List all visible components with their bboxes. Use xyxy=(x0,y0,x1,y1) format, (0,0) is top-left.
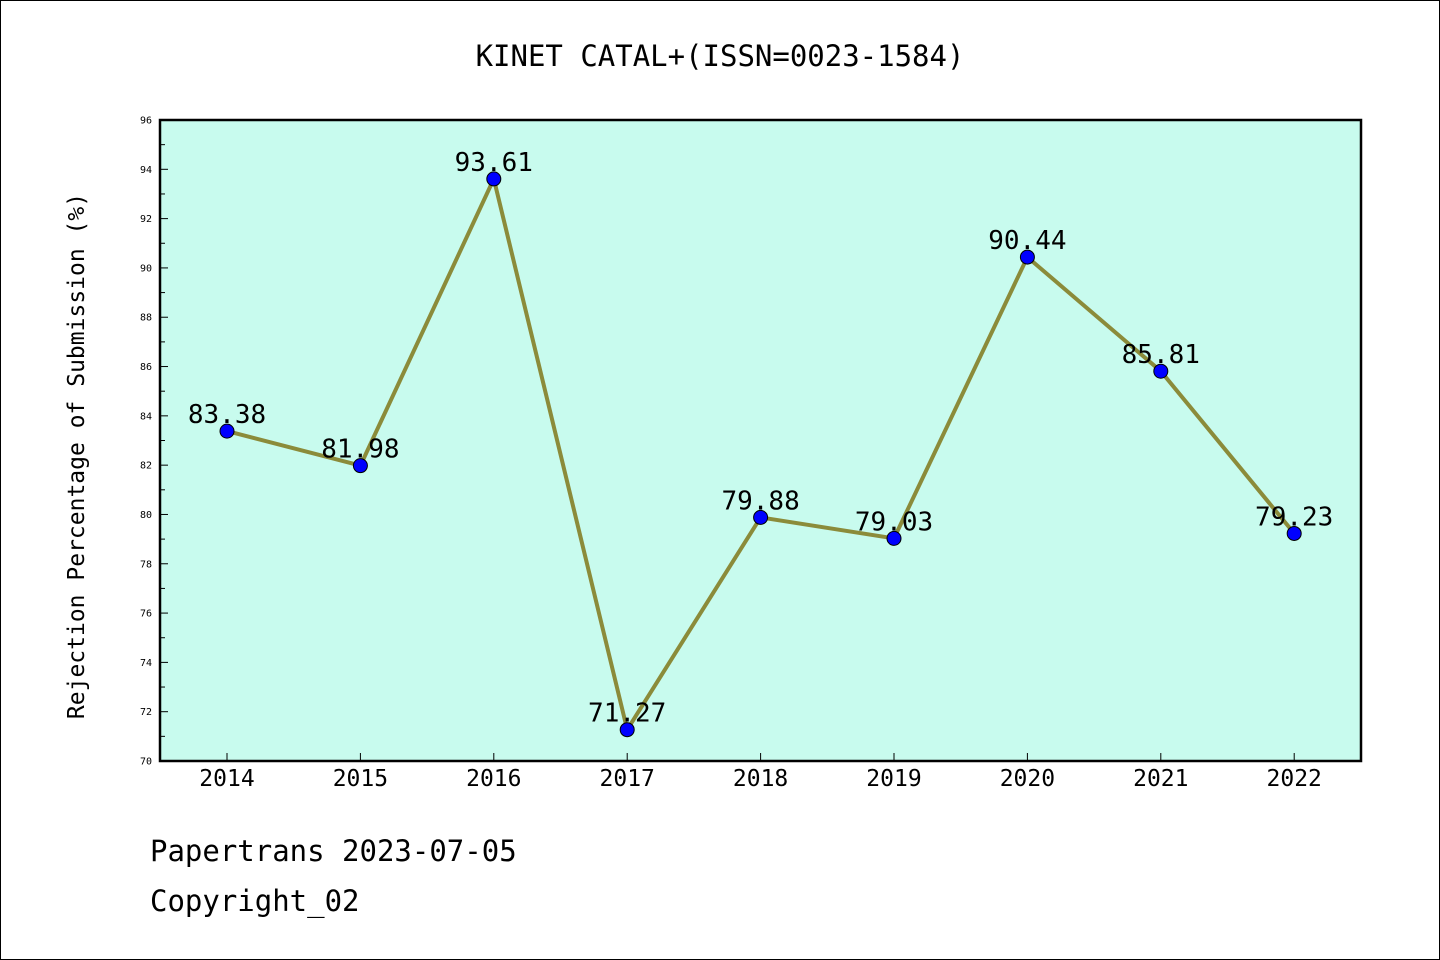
data-label: 79.23 xyxy=(1255,502,1333,532)
plot-area xyxy=(158,118,1363,763)
y-tick-label: 76 xyxy=(140,609,152,620)
data-label: 79.88 xyxy=(721,486,799,516)
x-tick-label: 2022 xyxy=(1267,766,1322,792)
data-point xyxy=(352,458,368,474)
x-tick-label: 2014 xyxy=(199,766,254,792)
x-tick-label: 2019 xyxy=(866,766,921,792)
data-point xyxy=(886,530,902,546)
data-label: 90.44 xyxy=(988,226,1066,256)
y-tick-label: 80 xyxy=(140,510,152,521)
y-tick-label: 88 xyxy=(140,313,152,324)
y-tick-label: 94 xyxy=(140,165,152,176)
y-tick-label: 86 xyxy=(140,362,152,373)
series-markers xyxy=(219,171,1302,738)
y-tick-label: 82 xyxy=(140,461,152,472)
data-point xyxy=(1286,525,1302,541)
y-tick-label: 70 xyxy=(140,757,152,768)
y-tick-label: 74 xyxy=(140,658,152,669)
footer-source: Papertrans 2023-07-05 xyxy=(150,834,517,868)
y-tick-label: 84 xyxy=(140,411,152,422)
y-axis-label: Rejection Percentage of Submission (%) xyxy=(64,193,90,719)
x-tick-label: 2021 xyxy=(1133,766,1188,792)
data-point xyxy=(753,509,769,525)
y-tick-label: 92 xyxy=(140,214,152,225)
footer-copyright: Copyright_02 xyxy=(150,884,360,918)
y-tick-label: 96 xyxy=(140,116,152,127)
x-tick-label: 2018 xyxy=(733,766,788,792)
data-point xyxy=(219,423,235,439)
chart-title: KINET CATAL+(ISSN=0023-1584) xyxy=(476,39,965,73)
x-axis: 2014 2015 2016 2017 2018 2019 2020 2021 2022 xyxy=(199,753,1322,792)
x-tick-label: 2016 xyxy=(466,766,521,792)
data-label: 71.27 xyxy=(588,699,666,729)
x-tick-label: 2017 xyxy=(600,766,655,792)
data-point xyxy=(1019,249,1035,265)
data-point xyxy=(1153,363,1169,379)
data-label: 93.61 xyxy=(455,148,533,178)
data-label: 81.98 xyxy=(321,435,399,465)
data-label: 85.81 xyxy=(1122,340,1200,370)
data-point xyxy=(486,171,502,187)
x-tick-label: 2020 xyxy=(1000,766,1055,792)
data-label: 79.03 xyxy=(855,507,933,537)
data-point xyxy=(619,722,635,738)
data-label: 83.38 xyxy=(188,400,266,430)
y-tick-label: 90 xyxy=(140,263,152,274)
y-axis: 70 72 74 76 78 80 82 84 86 88 90 92 94 96 xyxy=(140,116,168,768)
y-tick-label: 78 xyxy=(140,559,152,570)
x-tick-label: 2015 xyxy=(333,766,388,792)
y-tick-label: 72 xyxy=(140,707,152,718)
data-labels: 83.38 81.98 93.61 71.27 79.88 79.03 90.44 85.81… xyxy=(188,148,1333,729)
